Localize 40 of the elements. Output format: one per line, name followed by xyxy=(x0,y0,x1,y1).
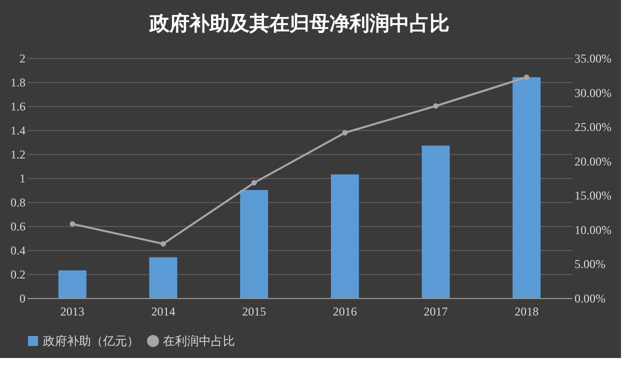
y-tick-label: 1 xyxy=(20,172,26,186)
point xyxy=(433,103,438,109)
y-tick-label: 1.2 xyxy=(10,148,26,162)
bar xyxy=(422,146,450,298)
x-tick-label: 2014 xyxy=(151,304,176,318)
y2-tick-label: 35.00% xyxy=(574,52,612,66)
bar xyxy=(149,257,178,298)
x-tick-label: 2017 xyxy=(424,304,448,318)
x-tick-label: 2018 xyxy=(514,304,539,318)
bar xyxy=(240,190,268,298)
y2-tick-label: 10.00% xyxy=(574,222,612,237)
bar xyxy=(330,174,359,298)
legend-label: 在利润中占比 xyxy=(163,334,235,348)
y2-tick-label: 0.00% xyxy=(574,292,606,306)
y-tick-label: 0 xyxy=(20,292,26,306)
y-tick-label: 1.8 xyxy=(10,76,26,90)
y-tick-label: 0.2 xyxy=(10,268,26,282)
chart-title: 政府补助及其在归母净利润中占比 xyxy=(148,12,450,35)
legend-label: 政府补助（亿元） xyxy=(43,334,139,348)
x-tick-label: 2016 xyxy=(332,304,357,318)
y2-tick-label: 30.00% xyxy=(574,86,612,100)
y-tick-label: 0.4 xyxy=(10,244,26,258)
y-tick-label: 2 xyxy=(20,52,26,66)
y2-tick-label: 15.00% xyxy=(574,188,612,203)
point xyxy=(160,241,166,247)
point xyxy=(524,74,530,80)
point xyxy=(342,130,348,136)
y-tick-label: 1.6 xyxy=(10,100,26,114)
y2-tick-label: 25.00% xyxy=(574,120,612,134)
y-tick-label: 0.8 xyxy=(10,196,26,210)
bar xyxy=(58,270,86,298)
y2-tick-label: 20.00% xyxy=(574,154,612,168)
bar xyxy=(512,77,541,298)
y-tick-label: 0.6 xyxy=(10,220,26,234)
y2-tick-label: 5.00% xyxy=(574,257,606,272)
y-tick-label: 1.4 xyxy=(10,124,26,138)
x-tick-label: 2015 xyxy=(242,304,266,318)
point xyxy=(70,221,76,227)
point xyxy=(251,180,257,186)
x-tick-label: 2013 xyxy=(60,304,84,318)
